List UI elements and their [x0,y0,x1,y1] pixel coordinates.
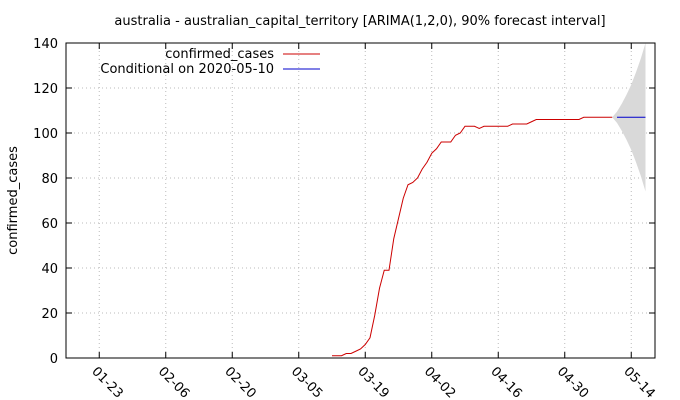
x-tick-label: 04-30 [554,364,591,400]
series-layer [332,116,646,357]
x-tick-label: 01-23 [88,364,125,400]
y-tick-label: 60 [41,217,58,232]
x-tick-label: 04-16 [487,364,524,400]
y-tick-label: 0 [50,352,58,367]
y-tick-label: 40 [41,262,58,277]
y-tick-label: 100 [33,127,58,142]
x-tick-label: 03-19 [354,364,391,400]
x-tick-label: 02-06 [155,364,192,400]
y-tick-label: 120 [33,82,58,97]
plot-frame [65,42,656,359]
chart-title: australia - australian_capital_territory… [114,14,605,29]
x-tick-label: 02-20 [221,364,258,400]
axis-ticks: 0 20 40 60 80 100 120 140 01-23 02-06 02-20 03-05 03… [33,37,658,400]
x-tick-label: 04-02 [421,364,458,400]
y-axis-label: confirmed_cases [6,146,21,255]
y-tick-label: 140 [33,37,58,52]
legend-label: confirmed_cases [165,47,274,62]
x-tick-label: 05-14 [620,364,657,400]
y-tick-label: 80 [41,172,58,187]
legend-label: Conditional on 2020-05-10 [100,62,274,77]
grid [66,43,655,358]
y-tick-label: 20 [41,307,58,322]
x-tick-label: 03-05 [288,364,325,400]
series-line-confirmed-cases [332,116,613,357]
